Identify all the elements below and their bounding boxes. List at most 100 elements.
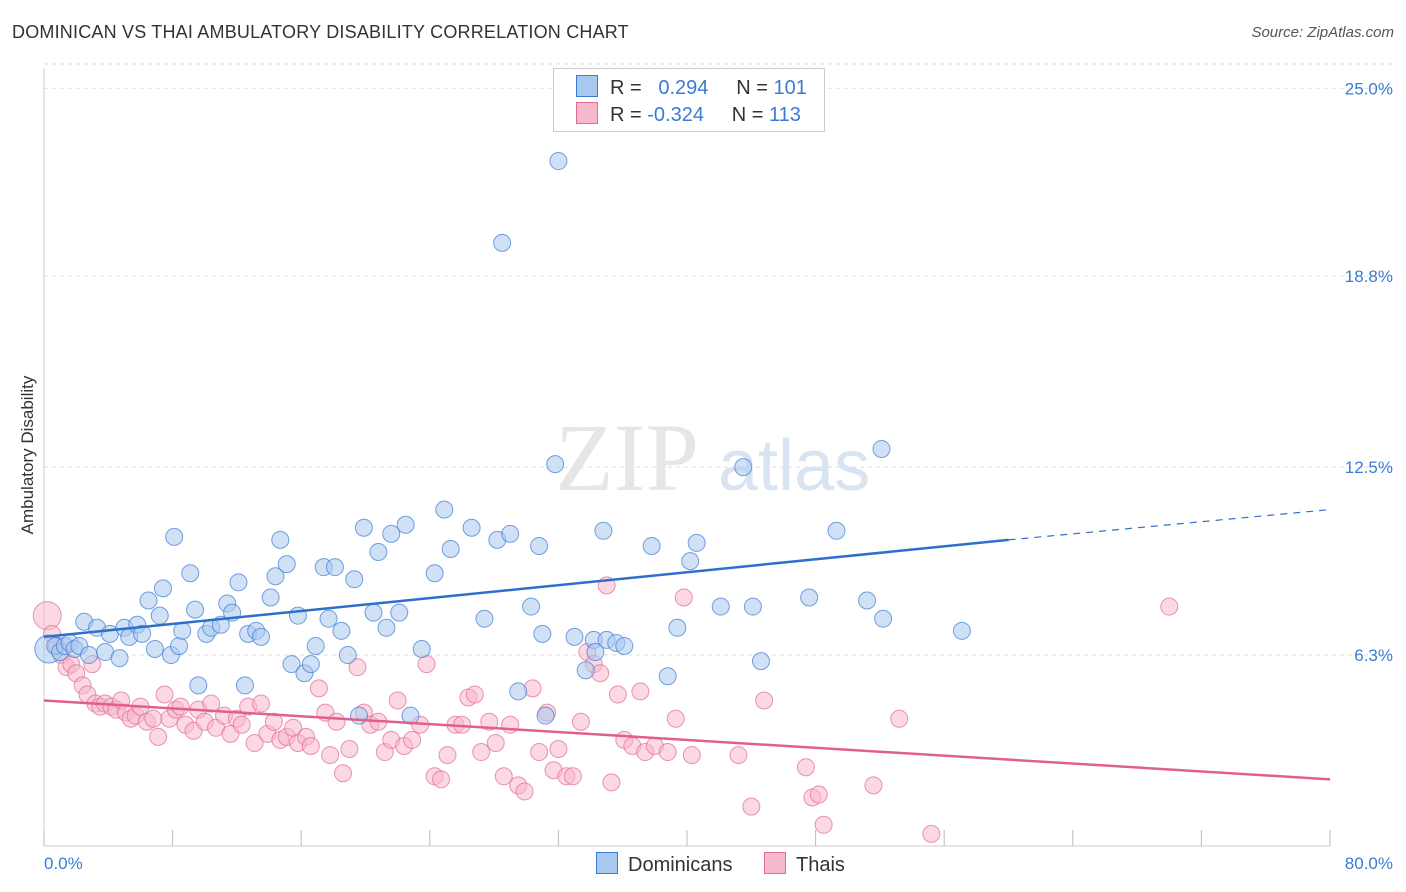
dominican-point	[186, 600, 205, 619]
thai-point	[155, 685, 174, 704]
watermark-zip: ZIP	[555, 404, 699, 511]
thai-point	[494, 767, 513, 786]
thai-point	[549, 740, 568, 759]
thai-point	[333, 764, 352, 783]
dominican-point	[306, 636, 325, 655]
thai-point	[32, 601, 62, 631]
trend-lines	[43, 508, 1331, 781]
thai-point	[515, 782, 534, 801]
y-tick-label: 6.3%	[1354, 646, 1393, 665]
thai-point	[755, 691, 774, 710]
dominicans-n-label: N =	[736, 77, 768, 99]
thai-point	[438, 746, 457, 765]
dominican-point	[252, 627, 271, 646]
dominican-point	[350, 706, 369, 725]
thais-points	[32, 576, 1179, 843]
dominican-point	[743, 597, 762, 616]
thai-point	[530, 743, 549, 762]
bottom-legend-thais: Thais	[764, 852, 845, 877]
dominicans-r-label: R =	[610, 77, 642, 99]
thai-point	[608, 685, 627, 704]
dominican-point	[615, 636, 634, 655]
dominicans-trend-line	[43, 538, 1009, 639]
x-tick-labels: 0.0% 80.0%	[44, 854, 1393, 873]
dominican-point	[80, 646, 99, 665]
thai-point	[523, 679, 542, 698]
thai-point	[321, 746, 340, 765]
dominican-point	[364, 603, 383, 622]
y-tick-label: 25.0%	[1345, 79, 1393, 98]
dominican-point	[165, 527, 184, 546]
dominican-point	[501, 524, 520, 543]
thai-point	[149, 727, 168, 746]
bottom-thais-swatch	[764, 852, 786, 874]
bottom-thais-label: Thais	[796, 854, 845, 876]
thai-point	[340, 740, 359, 759]
dominican-point	[549, 152, 568, 171]
thai-point	[252, 694, 271, 713]
thai-point	[864, 776, 883, 795]
thai-point	[327, 712, 346, 731]
thai-point	[144, 709, 163, 728]
dominican-point	[412, 640, 431, 658]
dominican-point	[711, 597, 730, 616]
dominican-point	[319, 609, 338, 628]
thai-point	[922, 824, 941, 843]
correlation-legend: R = 0.294 N = 101 R = -0.324 N = 113	[553, 68, 825, 132]
dominican-point	[827, 521, 846, 540]
dominican-point	[751, 652, 770, 671]
dominican-point	[594, 521, 613, 540]
dominican-point	[282, 655, 301, 674]
dominican-point	[952, 621, 971, 640]
thai-point	[417, 655, 436, 674]
dominican-point	[110, 649, 129, 668]
dominican-point	[266, 567, 285, 586]
legend-row-dominicans: R = 0.294 N = 101	[576, 75, 807, 99]
thai-point	[674, 588, 693, 607]
thai-point	[890, 709, 909, 728]
dominican-point	[530, 536, 549, 555]
dominican-point	[435, 500, 454, 519]
thai-point	[658, 743, 677, 762]
dominican-point	[301, 655, 320, 674]
thais-n-value: 113	[769, 104, 801, 126]
thai-point	[631, 682, 650, 701]
thais-trend-line	[43, 699, 1331, 781]
dominican-point	[668, 618, 687, 637]
dominican-point	[493, 233, 512, 252]
thai-point	[432, 770, 451, 789]
dominican-point	[325, 558, 344, 577]
dominican-point	[681, 552, 700, 571]
dominican-point	[150, 606, 169, 625]
dominicans-trend-extension	[1008, 508, 1331, 541]
dominican-point	[153, 579, 172, 598]
bottom-dominicans-label: Dominicans	[628, 854, 733, 876]
dominican-point	[170, 636, 189, 655]
dominican-point	[565, 627, 584, 646]
dominicans-n-value: 101	[773, 77, 807, 99]
y-tick-label: 18.8%	[1345, 267, 1393, 286]
dominican-point	[189, 676, 208, 695]
dominican-point	[338, 646, 357, 665]
chart-title: DOMINICAN VS THAI AMBULATORY DISABILITY …	[12, 22, 629, 42]
thai-point	[480, 712, 499, 731]
dominican-point	[858, 591, 877, 610]
dominican-point	[874, 609, 893, 628]
dominican-point	[396, 515, 415, 534]
thai-point	[591, 664, 610, 683]
dominican-point	[261, 588, 280, 607]
dominican-point	[734, 458, 753, 477]
thai-point	[571, 712, 590, 731]
dominican-point	[642, 536, 661, 555]
legend-row-thais: R = -0.324 N = 113	[576, 102, 801, 126]
thai-point	[388, 691, 407, 710]
thais-n-label: N =	[731, 104, 764, 126]
dominican-point	[173, 621, 192, 640]
dominican-point	[533, 624, 552, 643]
dominican-point	[145, 640, 164, 658]
dominican-point	[425, 564, 444, 583]
thai-point	[666, 709, 685, 728]
dominican-point	[345, 570, 364, 589]
x-tick-label: 80.0%	[1345, 854, 1393, 873]
